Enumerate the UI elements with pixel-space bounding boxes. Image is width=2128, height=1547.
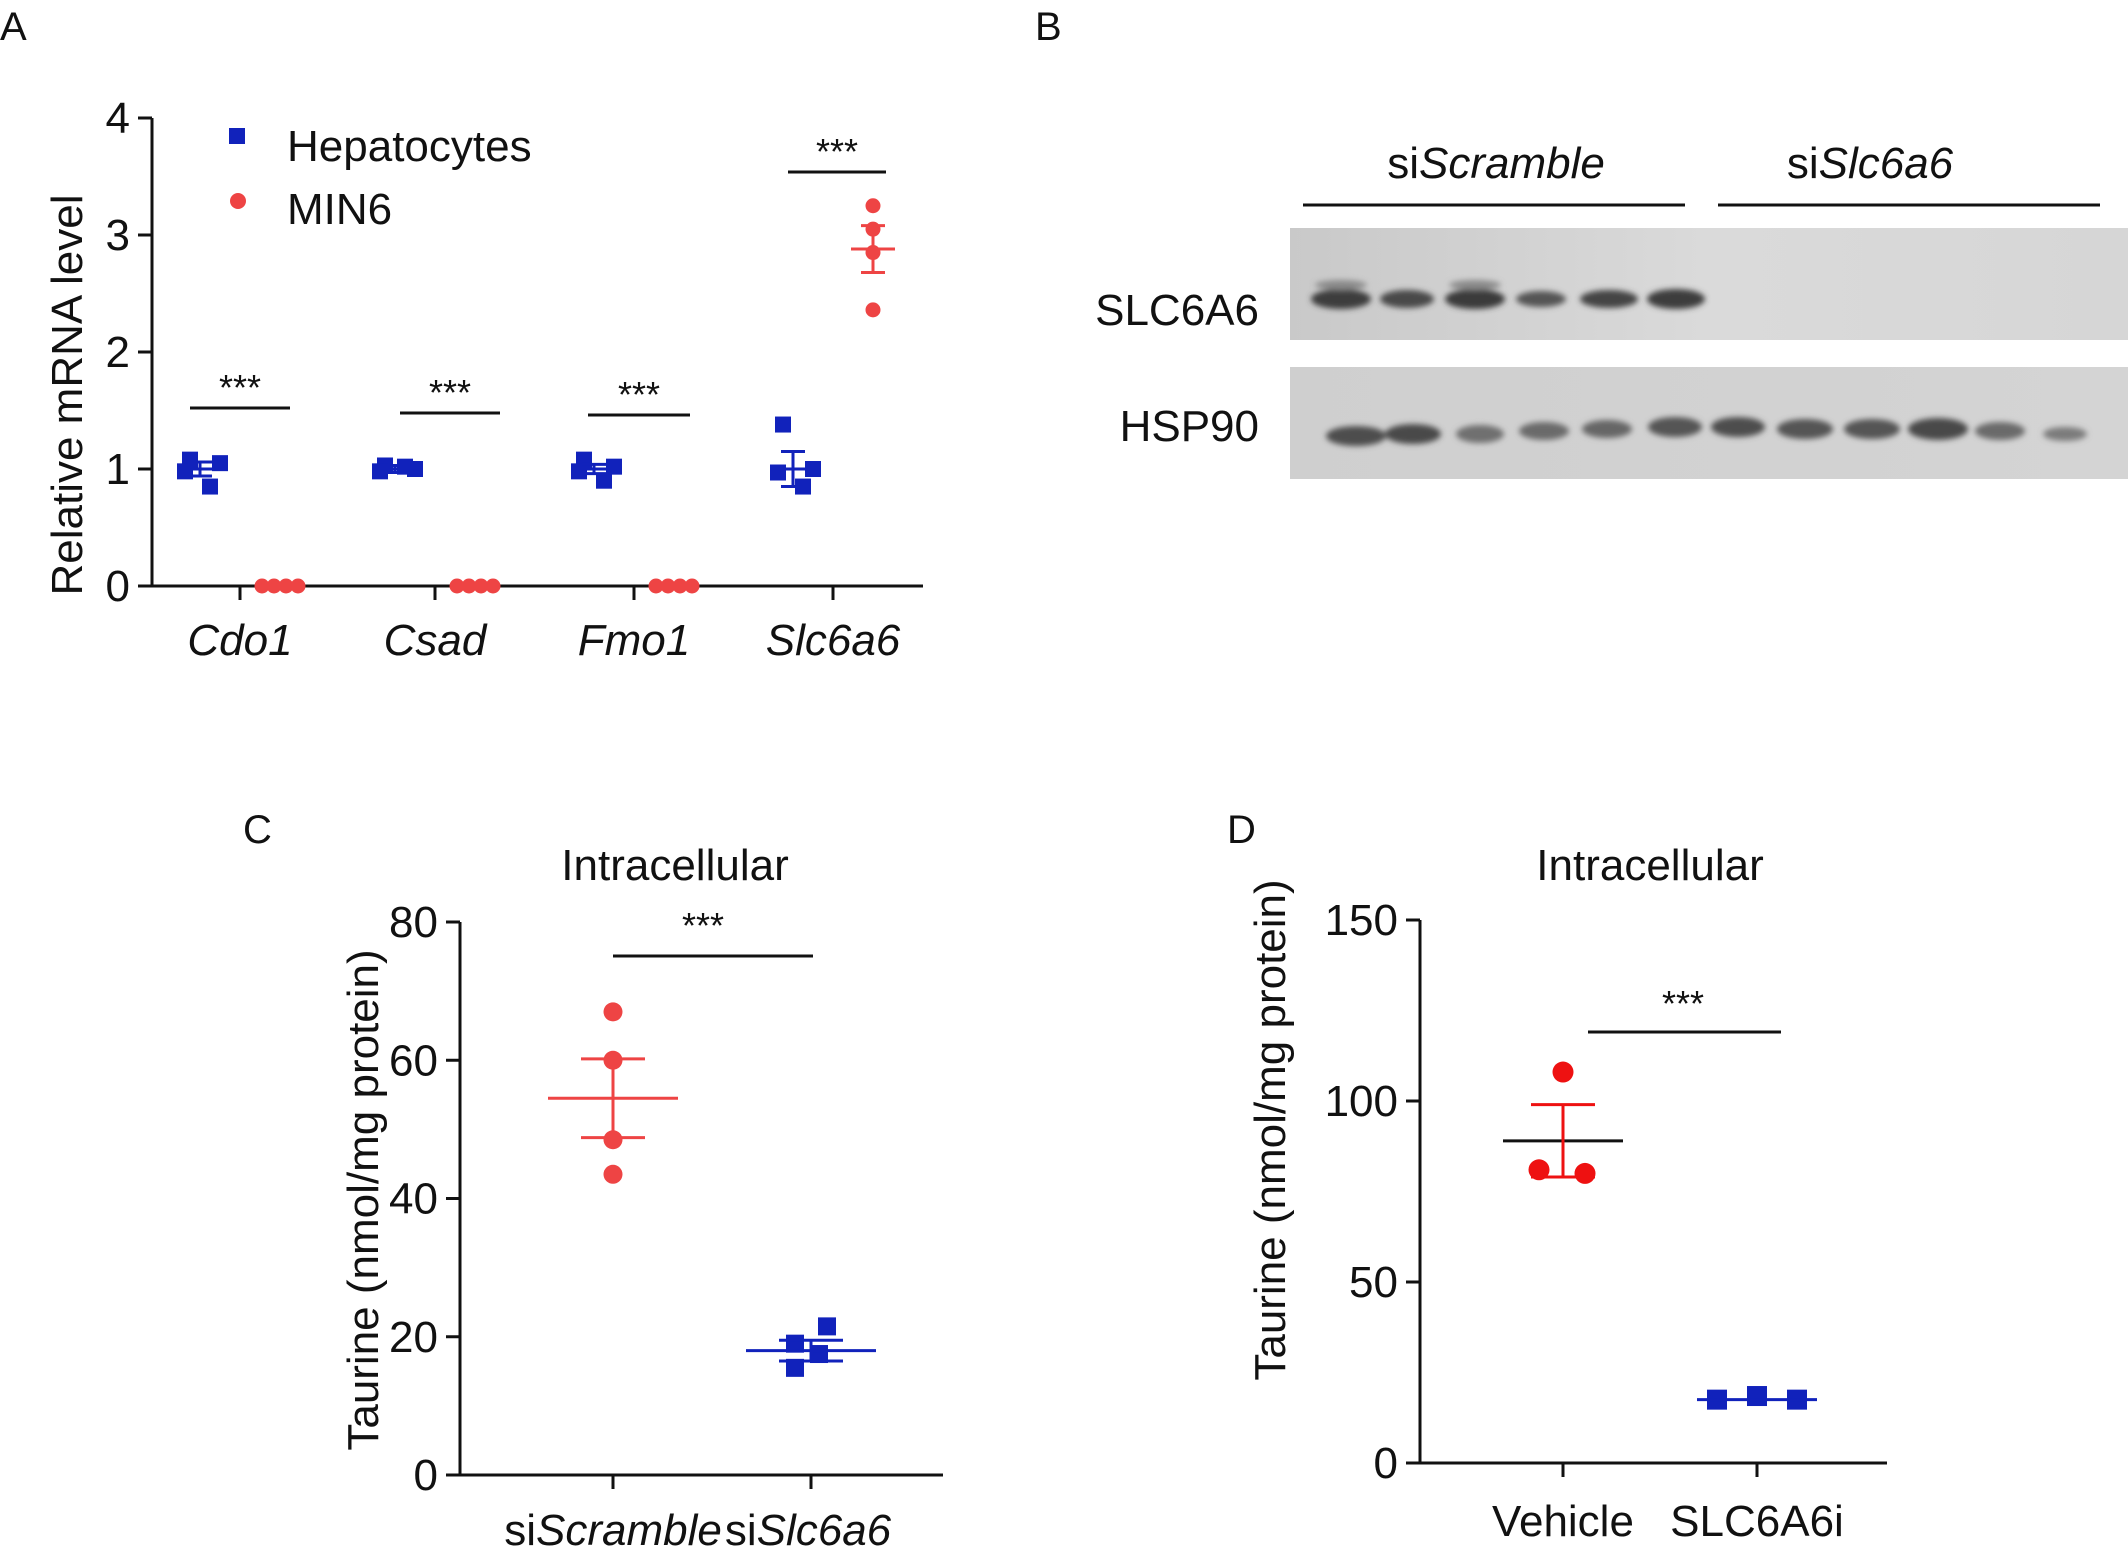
panel-a-y-tick-label: 2 bbox=[106, 328, 130, 377]
panel-a-significance-label: *** bbox=[618, 374, 660, 415]
panel-d-y-tick-label: 0 bbox=[1374, 1439, 1398, 1488]
legend-label-hepatocytes: Hepatocytes bbox=[287, 122, 532, 171]
panel-a-legend: Hepatocytes MIN6 bbox=[229, 122, 532, 234]
panel-a-point-hepatocytes bbox=[770, 464, 786, 481]
panel-a-point-min6 bbox=[684, 578, 700, 594]
panel-a-y-axis-label: Relative mRNA level bbox=[43, 194, 92, 595]
legend-marker-hepatocytes bbox=[229, 128, 245, 144]
panel-d-title: Intracellular bbox=[1536, 841, 1763, 890]
blot-strip-hsp90 bbox=[1290, 367, 2128, 479]
panel-a-point-min6 bbox=[485, 578, 501, 594]
panel-a-significance-label: *** bbox=[816, 131, 858, 172]
panel-a-y-tick-label: 4 bbox=[106, 94, 130, 143]
panel-a-point-min6 bbox=[278, 578, 294, 594]
panel-a-point-hepatocytes bbox=[202, 478, 218, 495]
panel-a-y-tick-label: 3 bbox=[106, 211, 130, 260]
panel-a-x-tick-label: Cdo1 bbox=[187, 616, 292, 665]
legend-label-min6: MIN6 bbox=[287, 185, 392, 234]
panel-d-y-tick-label: 100 bbox=[1325, 1077, 1398, 1126]
legend-marker-min6 bbox=[230, 193, 246, 209]
panel-d-x-tick-label: Vehicle bbox=[1492, 1497, 1634, 1546]
panel-d-point bbox=[1528, 1159, 1550, 1181]
panel-c-point bbox=[603, 1130, 623, 1150]
panel-d-y-tick-label: 50 bbox=[1349, 1258, 1398, 1307]
panel-d-x-tick-label: SLC6A6i bbox=[1670, 1497, 1844, 1546]
panel-a-point-hepatocytes bbox=[372, 463, 388, 480]
panel-d-point bbox=[1574, 1162, 1596, 1184]
panel-a-point-hepatocytes bbox=[606, 458, 622, 475]
panel-a-point-min6 bbox=[449, 578, 465, 594]
panel-d-y-axis-label: Taurine (nmol/mg protein) bbox=[1246, 879, 1295, 1380]
panel-c-x-label-siscramble: siScramble bbox=[504, 1506, 722, 1547]
panel-letter-b: B bbox=[1035, 5, 1062, 49]
panel-c-y-tick-label: 20 bbox=[389, 1313, 438, 1362]
panel-c-x-label-sislc6a6: siSlc6a6 bbox=[725, 1506, 892, 1547]
blot-strip-slc6a6 bbox=[1290, 228, 2128, 340]
panel-a-point-hepatocytes bbox=[212, 455, 228, 472]
panel-c-significance-label: *** bbox=[682, 905, 724, 946]
panel-c-point bbox=[818, 1317, 836, 1336]
panel-d-y-tick-label: 150 bbox=[1325, 896, 1398, 945]
panel-a-significance-label: *** bbox=[429, 372, 471, 413]
panel-d-chart: Intracellular Taurine (nmol/mg protein) … bbox=[1246, 841, 1887, 1546]
panel-a-significance-label: *** bbox=[219, 367, 261, 408]
blot-row-label-slc6a6: SLC6A6 bbox=[1095, 286, 1259, 335]
panel-a-point-min6 bbox=[266, 578, 282, 594]
panel-c-y-axis-label: Taurine (nmol/mg protein) bbox=[339, 949, 388, 1450]
blot-group-label-sislc6a6: siSlc6a6 bbox=[1787, 139, 1954, 188]
panel-d-significance-label: *** bbox=[1662, 983, 1704, 1024]
panel-c-title: Intracellular bbox=[561, 841, 788, 890]
panel-c-point bbox=[786, 1358, 804, 1377]
blot-row-label-hsp90: HSP90 bbox=[1120, 402, 1259, 451]
panel-a-point-hepatocytes bbox=[775, 416, 791, 433]
panel-a-x-tick-label: Slc6a6 bbox=[766, 616, 901, 665]
panel-c-y-tick-label: 40 bbox=[389, 1175, 438, 1224]
panel-c-y-tick-label: 60 bbox=[389, 1036, 438, 1085]
panel-a-chart: Relative mRNA level Hepatocytes MIN6 0 1 2… bbox=[43, 94, 923, 665]
panel-a-point-min6 bbox=[660, 578, 676, 594]
panel-d-point bbox=[1552, 1061, 1574, 1083]
panel-d-point bbox=[1747, 1386, 1767, 1407]
panel-c-point bbox=[603, 1164, 623, 1184]
panel-a-y-tick-label: 1 bbox=[106, 445, 130, 494]
panel-a-y-tick-label: 0 bbox=[106, 562, 130, 611]
panel-a-x-tick-label: Csad bbox=[384, 616, 488, 665]
panel-c-point bbox=[603, 1002, 623, 1022]
panel-a-point-hepatocytes bbox=[571, 463, 587, 480]
panel-a-point-min6 bbox=[672, 578, 688, 594]
panel-a-x-tick-label: Fmo1 bbox=[578, 616, 690, 665]
panel-c-y-tick-label: 0 bbox=[414, 1451, 438, 1500]
panel-b-western-blot: siScramble siSlc6a6 SLC6A6 HSP90 bbox=[1095, 139, 2128, 479]
blot-group-label-siscramble: siScramble bbox=[1387, 139, 1605, 188]
panel-letter-a: A bbox=[0, 5, 27, 49]
panel-c-chart: Intracellular Taurine (nmol/mg protein) … bbox=[339, 841, 943, 1547]
panel-letter-d: D bbox=[1227, 808, 1256, 852]
panel-a-point-hepatocytes bbox=[596, 472, 612, 489]
panel-a-point-min6 bbox=[290, 578, 306, 594]
panel-c-y-tick-label: 80 bbox=[389, 898, 438, 947]
panel-a-point-min6 bbox=[473, 578, 489, 594]
panel-a-point-min6 bbox=[865, 302, 881, 318]
panel-letter-c: C bbox=[243, 808, 272, 852]
panel-a-point-min6 bbox=[461, 578, 477, 594]
panel-a-point-min6 bbox=[865, 198, 881, 214]
panel-a-point-min6 bbox=[648, 578, 664, 594]
panel-a-point-min6 bbox=[254, 578, 270, 594]
